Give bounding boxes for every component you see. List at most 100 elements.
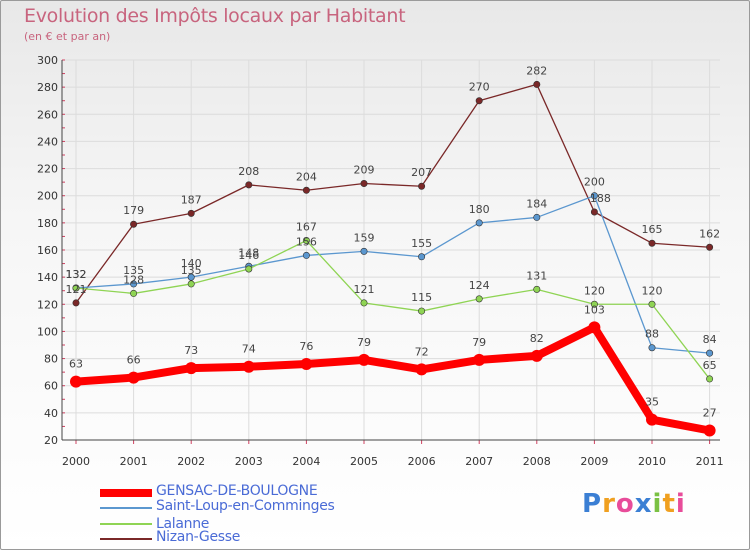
data-point	[360, 299, 368, 307]
data-point	[418, 307, 426, 315]
grid	[62, 59, 720, 441]
data-point	[706, 349, 714, 357]
data-label: 79	[357, 336, 371, 349]
data-label: 209	[354, 164, 375, 177]
data-label: 148	[238, 246, 259, 259]
legend-label-nizan: Nizan-Gesse	[156, 529, 241, 545]
x-tick-label: 2001	[120, 455, 148, 468]
data-point	[533, 80, 541, 88]
data-point	[418, 253, 426, 261]
y-tick-label: 180	[37, 217, 58, 230]
data-label: 184	[526, 197, 547, 210]
data-label: 135	[181, 264, 202, 277]
data-label: 131	[526, 269, 547, 282]
legend-label-saint-loup: Saint-Loup-en-Comminges	[156, 498, 335, 514]
data-label: 73	[184, 344, 198, 357]
logo-letter: x	[634, 489, 653, 519]
data-label: 270	[469, 81, 490, 94]
data-label: 103	[584, 303, 605, 316]
data-label: 135	[123, 264, 144, 277]
legend-label-lalanne: Lalanne	[156, 516, 210, 532]
data-label: 63	[69, 358, 83, 371]
data-label: 140	[181, 257, 202, 270]
data-point	[187, 280, 195, 288]
legend-swatch-saint-loup	[100, 507, 152, 509]
data-label: 200	[584, 176, 605, 189]
series-group	[70, 80, 716, 437]
x-tick-label: 2000	[62, 455, 90, 468]
data-point	[302, 237, 310, 245]
data-point	[648, 239, 656, 247]
data-label: 167	[296, 221, 317, 234]
data-point	[703, 424, 716, 437]
x-tick-label: 2010	[638, 455, 666, 468]
x-axis-ticks: 2000 2001 2002 2003 2004 2005 2006 2007 2008 2009…	[62, 455, 724, 468]
data-point	[127, 371, 140, 384]
data-label: 180	[469, 203, 490, 216]
data-label: 120	[584, 284, 605, 297]
data-label: 132	[66, 268, 87, 281]
data-point	[415, 363, 428, 376]
data-point	[530, 349, 543, 362]
data-point	[533, 213, 541, 221]
data-label: 65	[703, 359, 717, 372]
y-tick-label: 240	[37, 135, 58, 148]
data-point	[475, 97, 483, 105]
data-point	[473, 353, 486, 366]
data-label: 165	[642, 223, 663, 236]
data-point	[648, 300, 656, 308]
x-tick-label: 2007	[465, 455, 493, 468]
x-tick-label: 2002	[177, 455, 205, 468]
data-label: 207	[411, 166, 432, 179]
data-label: 188	[590, 192, 611, 205]
data-label: 72	[415, 345, 429, 358]
legend-swatch-nizan	[100, 538, 152, 540]
data-point	[185, 362, 198, 375]
data-point	[130, 280, 138, 288]
x-tick-label: 2003	[235, 455, 263, 468]
data-point	[590, 208, 598, 216]
logo-letter: P	[582, 489, 603, 519]
logo-letter: i	[652, 489, 663, 519]
data-point	[706, 243, 714, 251]
data-label: 208	[238, 165, 259, 178]
y-tick-label: 20	[44, 434, 58, 447]
y-tick-label: 40	[44, 407, 58, 420]
data-point	[360, 247, 368, 255]
data-point	[302, 186, 310, 194]
series-line-nizan-gesse	[75, 83, 711, 304]
y-axis-ticks: 20 40 60 80 100 120 140 160 180 200 220 240 260 280 30…	[37, 54, 58, 447]
axes	[61, 59, 720, 444]
y-tick-label: 160	[37, 244, 58, 257]
data-point	[187, 209, 195, 217]
data-point	[588, 321, 601, 334]
data-point	[70, 375, 82, 388]
data-label: 66	[127, 354, 141, 367]
chart-subtitle: (en € et par an)	[24, 30, 111, 43]
x-tick-label: 2008	[523, 455, 551, 468]
data-label: 155	[411, 237, 432, 250]
series-line-saint-loup-en-comminges	[75, 195, 711, 354]
y-tick-label: 300	[37, 54, 58, 67]
data-point	[245, 181, 253, 189]
x-tick-label: 2005	[350, 455, 378, 468]
series-line-lalanne	[75, 239, 711, 380]
data-point	[648, 344, 656, 352]
data-label: 88	[645, 328, 659, 341]
data-label: 79	[472, 336, 486, 349]
legend-label-gensac: GENSAC-DE-BOULOGNE	[156, 483, 318, 499]
data-point	[475, 295, 483, 303]
data-label: 124	[469, 279, 490, 292]
data-point	[533, 285, 541, 293]
data-point	[245, 265, 253, 273]
data-point	[130, 289, 138, 297]
y-tick-label: 80	[44, 353, 58, 366]
y-tick-label: 140	[37, 271, 58, 284]
data-point	[187, 273, 195, 281]
data-point	[418, 182, 426, 190]
data-labels: 121 179 187 208 204 209 207 270 282 188 165 162 132 1…	[66, 64, 721, 419]
data-point	[242, 360, 255, 373]
data-point	[706, 375, 714, 383]
data-label: 187	[181, 193, 202, 206]
